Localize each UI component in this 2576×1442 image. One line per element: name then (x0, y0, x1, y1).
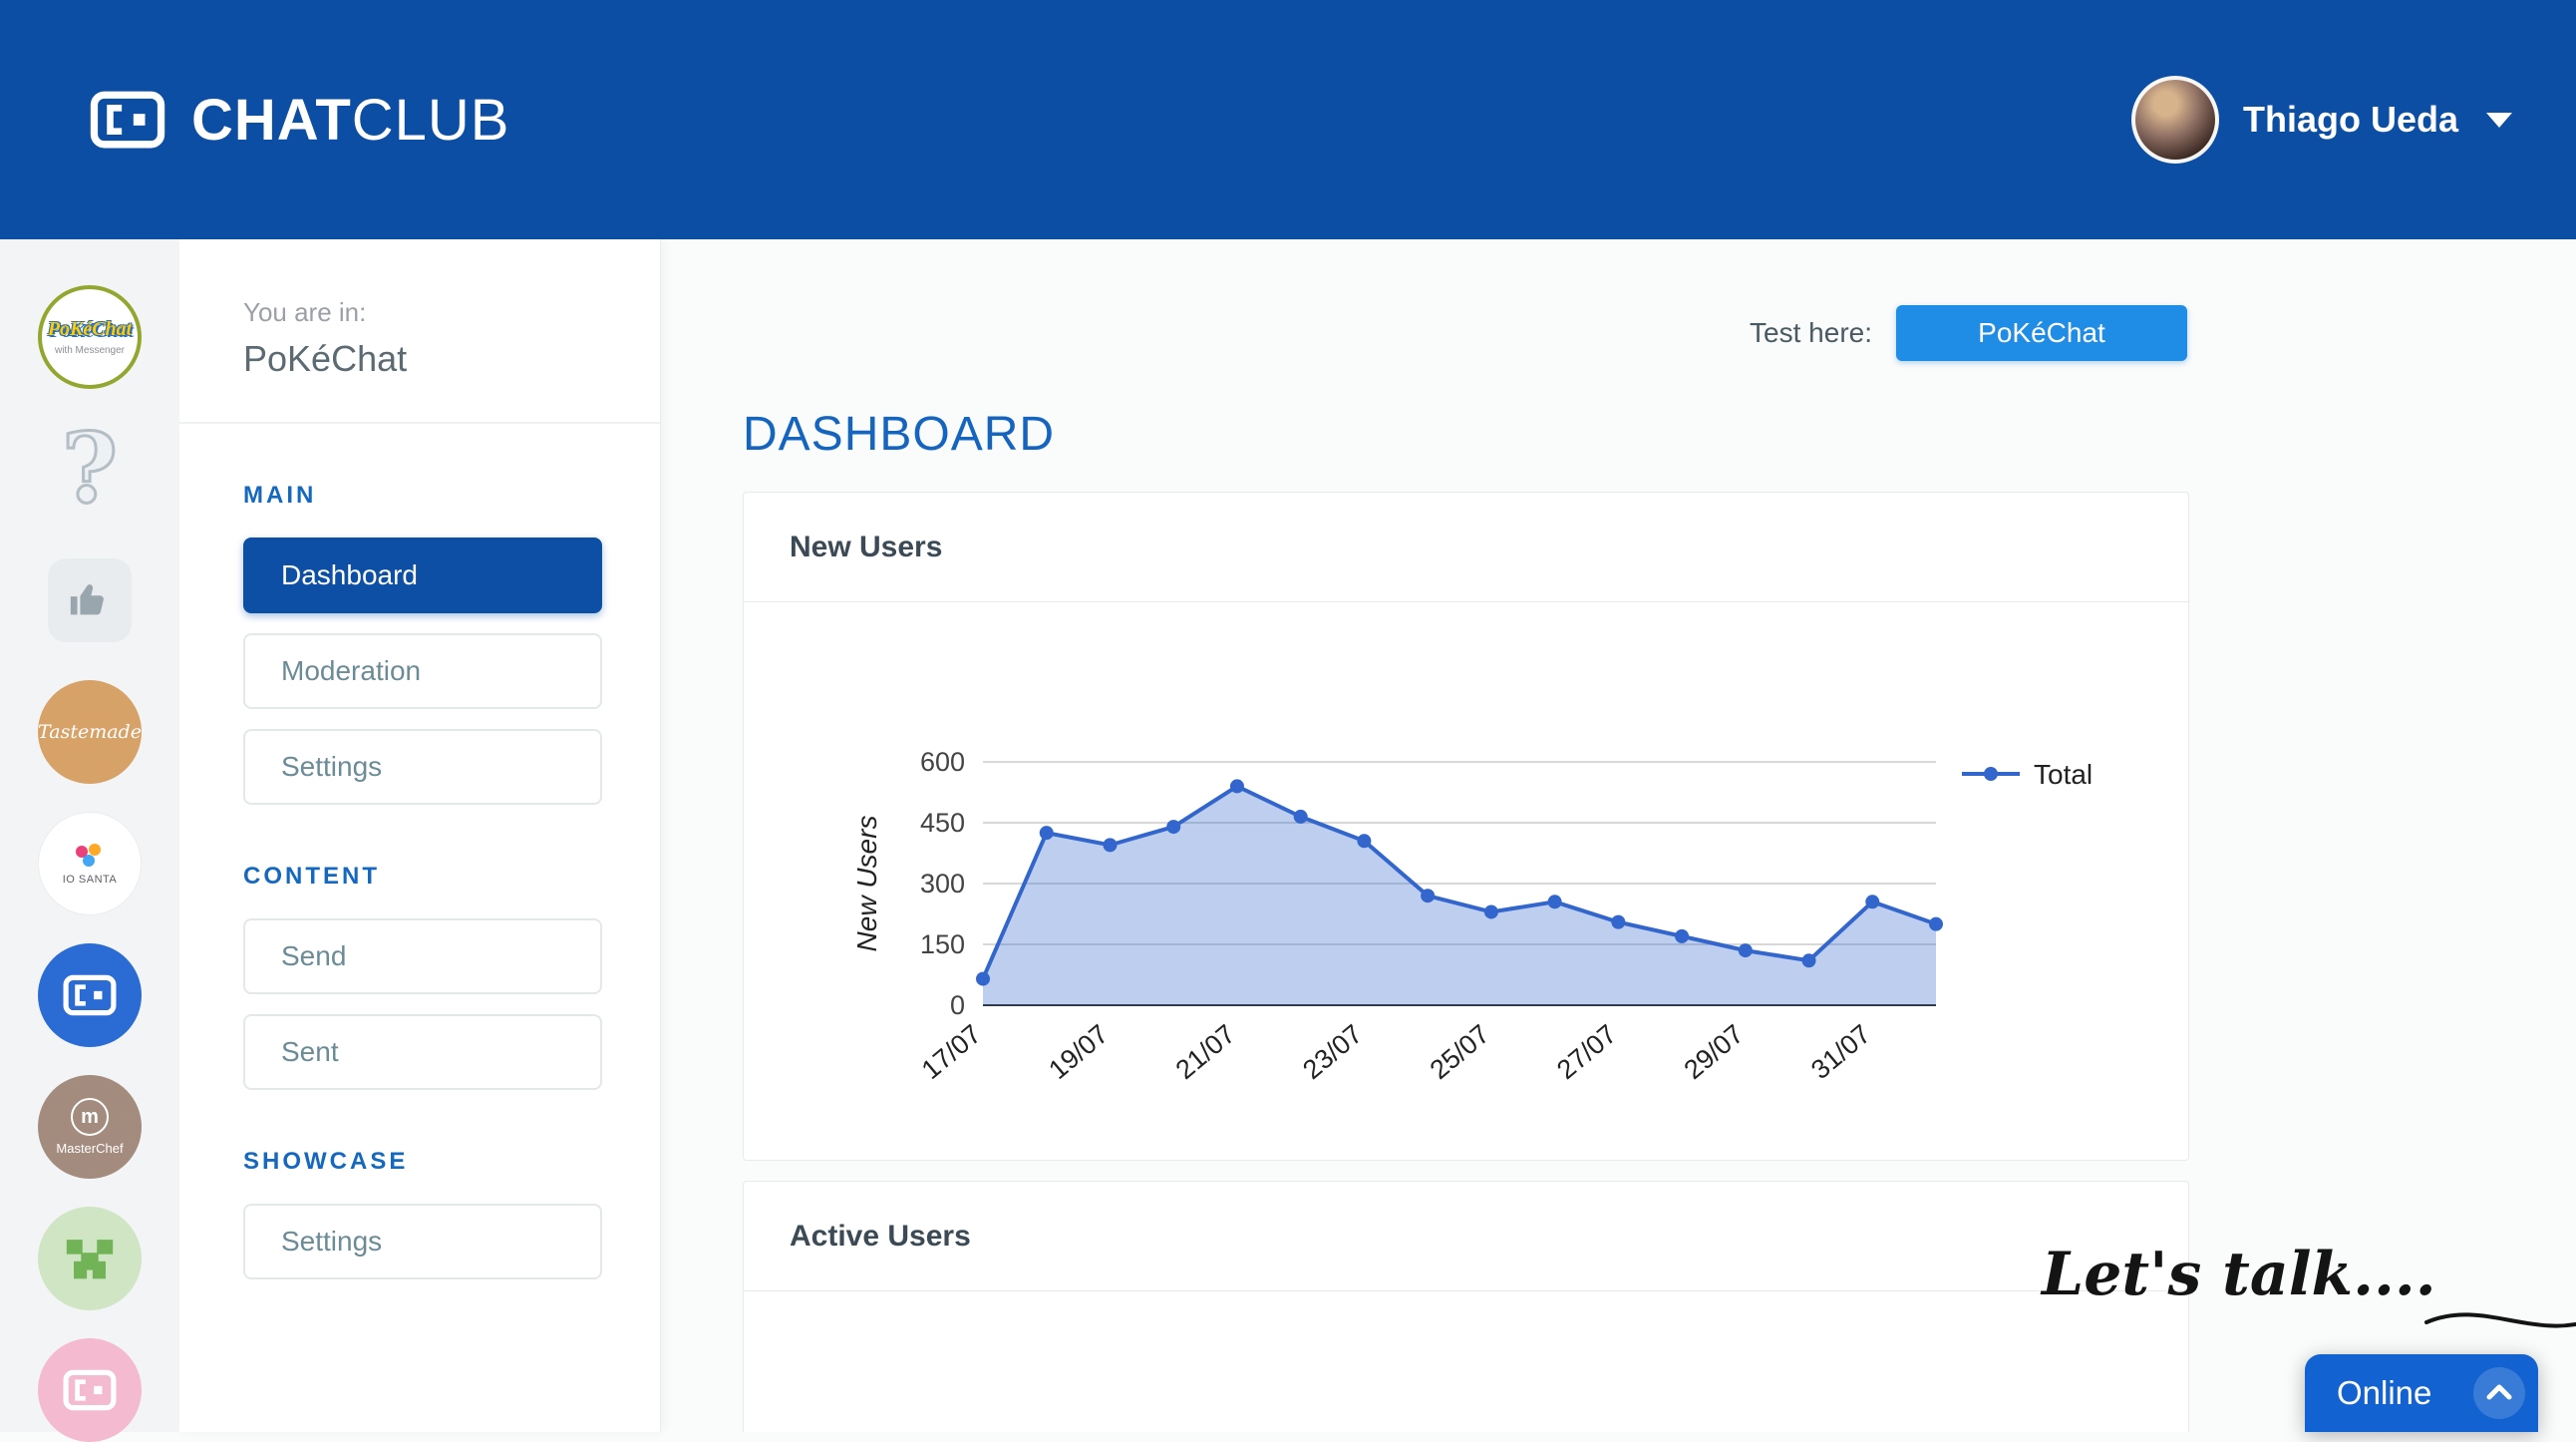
svg-text:600: 600 (920, 747, 965, 777)
active-users-card: Active Users (743, 1181, 2189, 1432)
rail-item-tastemade[interactable]: Tastemade (38, 680, 142, 784)
active-users-card-body (744, 1291, 2188, 1432)
masterchef-m-logo: m (71, 1098, 109, 1136)
rail-item-thumbs-up[interactable] (38, 548, 142, 652)
workspace-name: PoKéChat (243, 338, 408, 379)
io-santa-label: IO SANTA (62, 873, 118, 886)
chevron-down-icon (2486, 112, 2512, 128)
you-are-in-label: You are in: (243, 297, 367, 327)
rail-item-io-santa[interactable]: IO SANTA (38, 812, 142, 915)
section-title-main: MAIN (243, 482, 317, 509)
svg-text:27/07: 27/07 (1551, 1019, 1622, 1085)
chatclub-pink-icon (63, 1369, 117, 1411)
creeper-face-icon (66, 1240, 114, 1279)
new-users-card-title: New Users (744, 493, 2188, 602)
test-here-row: Test here: PoKéChat (1750, 305, 2187, 361)
brand-name: CHATCLUB (191, 87, 510, 154)
rail-item-minecraft[interactable] (38, 1207, 142, 1310)
sidebar-item-sent[interactable]: Sent (243, 1014, 602, 1090)
active-users-card-title: Active Users (744, 1182, 2188, 1291)
top-header: CHATCLUB Thiago Ueda (0, 0, 2576, 239)
svg-text:450: 450 (920, 808, 965, 838)
svg-text:17/07: 17/07 (916, 1019, 987, 1085)
rail-item-chatclub[interactable] (38, 943, 142, 1047)
section-title-content: CONTENT (243, 863, 380, 890)
chatclub-logo-icon (90, 91, 165, 149)
pokechat-logo: PoKéChat (47, 318, 133, 340)
svg-text:New Users: New Users (851, 816, 882, 952)
new-users-chart-body: 0 150 300 450 600 17/07 19/07 21/07 23/07 25/07 27… (744, 602, 2188, 1160)
bot-switcher-rail: PoKéChat with Messenger ? Tastemade IO S… (0, 239, 179, 1442)
rail-item-pokechat[interactable]: PoKéChat with Messenger (38, 285, 142, 389)
page-title: DASHBOARD (743, 408, 1056, 461)
sidebar: You are in: PoKéChat MAIN Dashboard Mode… (179, 239, 661, 1432)
sidebar-item-settings[interactable]: Settings (243, 729, 602, 805)
pokechat-sublabel: with Messenger (54, 345, 126, 356)
svg-text:150: 150 (920, 929, 965, 959)
svg-text:0: 0 (950, 990, 965, 1020)
section-title-showcase: SHOWCASE (243, 1148, 409, 1175)
sidebar-item-send[interactable]: Send (243, 918, 602, 994)
sidebar-item-moderation[interactable]: Moderation (243, 633, 602, 709)
svg-text:21/07: 21/07 (1170, 1019, 1241, 1085)
sidebar-item-showcase-settings[interactable]: Settings (243, 1204, 602, 1279)
svg-text:25/07: 25/07 (1425, 1019, 1495, 1085)
user-menu[interactable]: Thiago Ueda (2130, 76, 2512, 164)
chat-launcher[interactable]: Online (2305, 1354, 2538, 1432)
pokechat-test-button[interactable]: PoKéChat (1896, 305, 2187, 361)
svg-text:31/07: 31/07 (1805, 1019, 1876, 1085)
new-users-card: New Users 0 150 300 450 600 17/07 19/07 21/07 23… (743, 492, 2189, 1161)
chevron-up-icon (2486, 1384, 2512, 1400)
user-name: Thiago Ueda (2242, 99, 2458, 140)
workspace-context: You are in: PoKéChat (179, 239, 660, 424)
avatar[interactable] (2130, 76, 2219, 164)
brand-name-light: CLUB (351, 87, 510, 153)
main-content: Test here: PoKéChat DASHBOARD New Users … (661, 239, 2576, 1432)
new-users-chart: 0 150 300 450 600 17/07 19/07 21/07 23/07 25/07 27… (851, 747, 2093, 1085)
brand: CHATCLUB (90, 85, 510, 155)
svg-text:29/07: 29/07 (1679, 1019, 1750, 1085)
tastemade-logo: Tastemade (38, 721, 142, 743)
chevron-up-button[interactable] (2473, 1367, 2525, 1419)
sidebar-nav: MAIN Dashboard Moderation Settings CONTE… (179, 482, 660, 1279)
masterchef-label: MasterChef (56, 1141, 124, 1156)
rail-item-help[interactable]: ? (38, 417, 142, 521)
rail-item-chatclub-pink[interactable] (38, 1338, 142, 1442)
svg-text:Total: Total (2034, 759, 2093, 790)
svg-text:19/07: 19/07 (1043, 1019, 1114, 1085)
svg-text:300: 300 (920, 869, 965, 899)
chat-online-status: Online (2337, 1374, 2432, 1411)
io-santa-logo-icon (76, 843, 101, 867)
test-here-label: Test here: (1750, 317, 1872, 348)
question-mark-icon: ? (60, 417, 119, 521)
rail-item-masterchef[interactable]: m MasterChef (38, 1075, 142, 1179)
svg-text:23/07: 23/07 (1297, 1019, 1368, 1085)
brand-name-bold: CHAT (191, 87, 352, 153)
chatclub-icon (63, 974, 117, 1016)
sidebar-item-dashboard[interactable]: Dashboard (243, 538, 602, 613)
thumbs-up-icon (48, 558, 132, 642)
